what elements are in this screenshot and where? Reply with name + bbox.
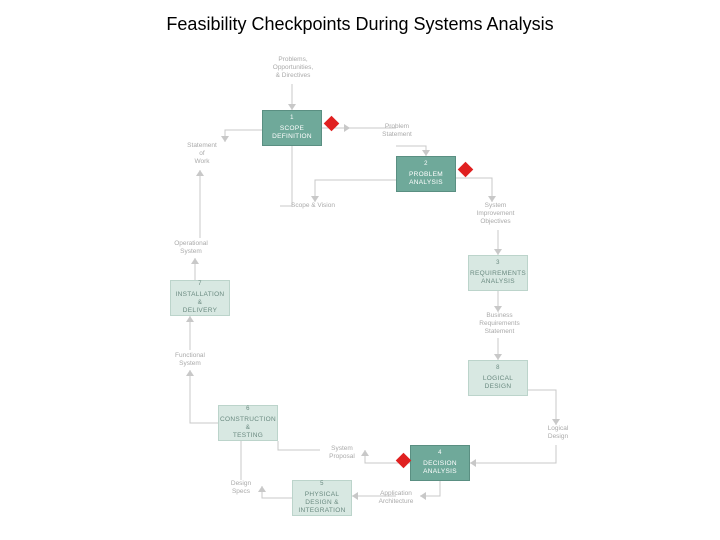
node-n2: 2 PROBLEMANALYSIS xyxy=(396,156,456,192)
arrows-layer xyxy=(0,50,720,540)
checkpoint-diamond-3 xyxy=(396,453,412,469)
node-num: 1 xyxy=(290,115,294,123)
node-desspec: DesignSpecs xyxy=(222,480,260,496)
node-label: INSTALLATION&DELIVERY xyxy=(176,291,225,315)
node-label: PHYSICALDESIGN &INTEGRATION xyxy=(298,491,345,515)
node-logdes: LogicalDesign xyxy=(538,425,578,441)
node-n8: 8 LOGICALDESIGN xyxy=(468,360,528,396)
node-funcsys: FunctionalSystem xyxy=(166,352,214,368)
node-n1: 1 SCOPEDEFINITION xyxy=(262,110,322,146)
node-probst: ProblemStatement xyxy=(372,123,422,139)
node-n6: 6 CONSTRUCTION&TESTING xyxy=(218,405,278,441)
page-title: Feasibility Checkpoints During Systems A… xyxy=(0,14,720,35)
node-sow: StatementofWork xyxy=(180,142,224,166)
node-n7: 7 INSTALLATION&DELIVERY xyxy=(170,280,230,316)
node-label: PROBLEMANALYSIS xyxy=(409,171,443,187)
node-label: SCOPEDEFINITION xyxy=(272,125,312,141)
node-num: 5 xyxy=(320,481,324,489)
checkpoint-diamond-2 xyxy=(458,162,474,178)
node-brs: BusinessRequirementsStatement xyxy=(472,312,527,336)
node-sysprop: SystemProposal xyxy=(320,445,364,461)
node-n5: 5 PHYSICALDESIGN &INTEGRATION xyxy=(292,480,352,516)
node-label: LOGICALDESIGN xyxy=(483,375,513,391)
node-n4: 4 DECISIONANALYSIS xyxy=(410,445,470,481)
node-num: 3 xyxy=(496,260,500,268)
node-num: 6 xyxy=(246,406,250,414)
node-num: 4 xyxy=(438,450,442,458)
node-apparch: ApplicationArchitecture xyxy=(368,490,424,506)
node-num: 2 xyxy=(424,161,428,169)
node-start: Problems,Opportunities,& Directives xyxy=(258,56,328,80)
node-n3: 3 REQUIREMENTSANALYSIS xyxy=(468,255,528,291)
checkpoint-diamond-1 xyxy=(324,116,340,132)
node-sio: SystemImprovementObjectives xyxy=(468,202,523,226)
node-opsys: OperationalSystem xyxy=(165,240,217,256)
node-num: 7 xyxy=(198,281,202,289)
node-label: CONSTRUCTION&TESTING xyxy=(220,416,276,440)
node-num: 8 xyxy=(496,365,500,373)
diagram-canvas: Problems,Opportunities,& Directives 1 SCOP… xyxy=(0,50,720,540)
node-label: REQUIREMENTSANALYSIS xyxy=(470,270,526,286)
node-label: DECISIONANALYSIS xyxy=(423,460,457,476)
node-scvis: Scope & Vision xyxy=(278,202,348,210)
